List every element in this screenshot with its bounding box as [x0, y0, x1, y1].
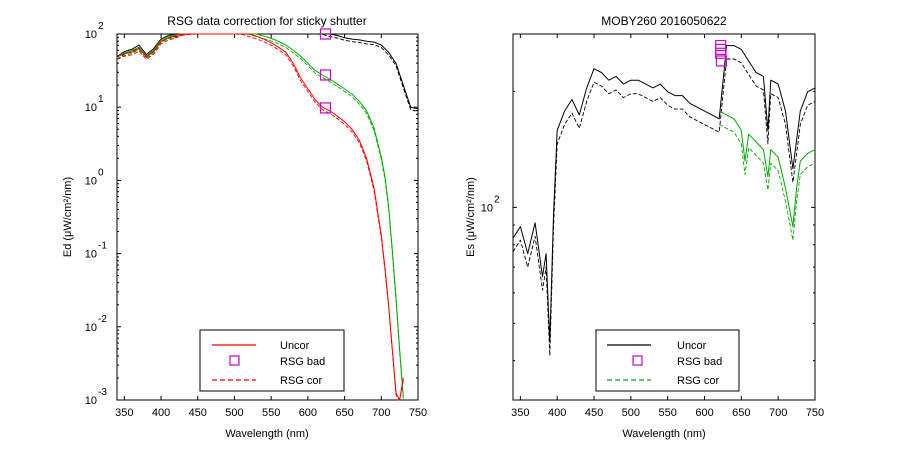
- left-x-axis: 350 400 450 500 550 600 650 700 750: [115, 34, 427, 419]
- left-legend-label-rsg-bad: RSG bad: [280, 356, 325, 368]
- left-y-tick-exponent: 0: [98, 167, 104, 178]
- left-series-cor-line-1: [116, 33, 404, 399]
- right-x-tick-label: 650: [732, 407, 750, 419]
- left-rsg-bad-marker: [319, 102, 332, 114]
- left-y-axis-label: Ed (μW/cm²/nm): [62, 177, 74, 257]
- right-legend-label-uncor: Uncor: [677, 340, 707, 352]
- left-y-tick-exponent: -1: [98, 241, 107, 252]
- left-x-tick-label: 750: [409, 407, 427, 419]
- left-x-tick-label: 700: [372, 407, 390, 419]
- right-series-line-0: [512, 45, 816, 343]
- right-legend-label-rsg-bad: RSG bad: [677, 356, 722, 368]
- right-legend-box: [595, 329, 740, 392]
- left-legend-swatch-rsg-bad: [229, 355, 240, 366]
- right-series-line-1: [718, 110, 816, 228]
- right-x-tick-label: 550: [659, 407, 677, 419]
- right-series-cor-line-0: [512, 58, 816, 357]
- left-y-tick-exponent: 1: [98, 94, 104, 105]
- left-y-tick-exponent: -3: [98, 387, 107, 398]
- left-chart-title: RSG data correction for sticky shutter: [167, 14, 366, 28]
- left-legend-box: [199, 329, 345, 392]
- left-panel: RSG data correction for sticky shutter 3…: [62, 14, 427, 440]
- left-y-tick-label: 10: [85, 322, 97, 334]
- left-y-tick-exponent: 2: [98, 21, 104, 32]
- right-x-tick-label: 500: [622, 407, 640, 419]
- right-series-layer: [512, 39, 816, 357]
- left-series-line-0: [116, 33, 419, 110]
- right-x-tick-label: 450: [585, 407, 603, 419]
- left-x-tick-label: 450: [189, 407, 207, 419]
- right-y-axis-label: Es (μW/cm²/nm): [465, 177, 477, 257]
- left-y-tick-exponent: -2: [98, 314, 107, 325]
- right-y-tick-label: 10: [481, 202, 493, 214]
- right-x-tick-label: 750: [806, 407, 824, 419]
- left-y-tick-label: 10: [85, 175, 97, 187]
- left-x-tick-label: 400: [152, 407, 170, 419]
- right-x-tick-label: 600: [695, 407, 713, 419]
- left-y-tick-label: 10: [85, 29, 97, 41]
- left-x-tick-label: 550: [262, 407, 280, 419]
- left-legend-label-uncor: Uncor: [280, 340, 310, 352]
- right-panel: MOBY260 2016050622 350 400 450 500 550 600 650…: [465, 14, 824, 440]
- right-x-axis: 350 400 450 500 550 600 650 700 750: [511, 34, 824, 419]
- right-y-tick-exponent: 2: [494, 194, 500, 205]
- right-legend-swatch-rsg-bad: [632, 355, 643, 366]
- left-y-tick-label: 10: [85, 395, 97, 407]
- right-x-tick-label: 700: [769, 407, 787, 419]
- left-x-tick-label: 650: [335, 407, 353, 419]
- left-x-tick-label: 600: [299, 407, 317, 419]
- right-chart-title: MOBY260 2016050622: [601, 14, 727, 28]
- left-rsg-bad-marker: [319, 69, 332, 81]
- right-rsg-bad-marker: [715, 55, 728, 67]
- right-series-cor-line-1: [718, 124, 816, 241]
- right-legend-label-rsg-cor: RSG cor: [677, 375, 720, 387]
- left-y-tick-label: 10: [85, 249, 97, 261]
- left-x-tick-label: 350: [115, 407, 133, 419]
- right-y-axis: 102: [481, 90, 815, 362]
- left-x-tick-label: 500: [225, 407, 243, 419]
- right-rsg-bad-marker: [715, 39, 727, 52]
- left-rsg-bad-marker: [319, 28, 332, 40]
- left-y-tick-label: 10: [85, 102, 97, 114]
- right-x-axis-label: Wavelength (nm): [622, 428, 705, 440]
- right-plot-frame: [512, 33, 816, 401]
- right-x-tick-label: 350: [511, 407, 529, 419]
- left-series-layer: [116, 28, 419, 401]
- left-legend-label-rsg-cor: RSG cor: [280, 375, 323, 387]
- left-series-line-2: [116, 33, 404, 401]
- left-series-line-1: [116, 33, 404, 397]
- left-legend: Uncor RSG bad RSG cor: [199, 329, 345, 392]
- right-x-tick-label: 400: [548, 407, 566, 419]
- left-x-axis-label: Wavelength (nm): [225, 428, 308, 440]
- right-legend: Uncor RSG bad RSG cor: [595, 329, 740, 392]
- left-series-cor-line-2: [116, 33, 404, 401]
